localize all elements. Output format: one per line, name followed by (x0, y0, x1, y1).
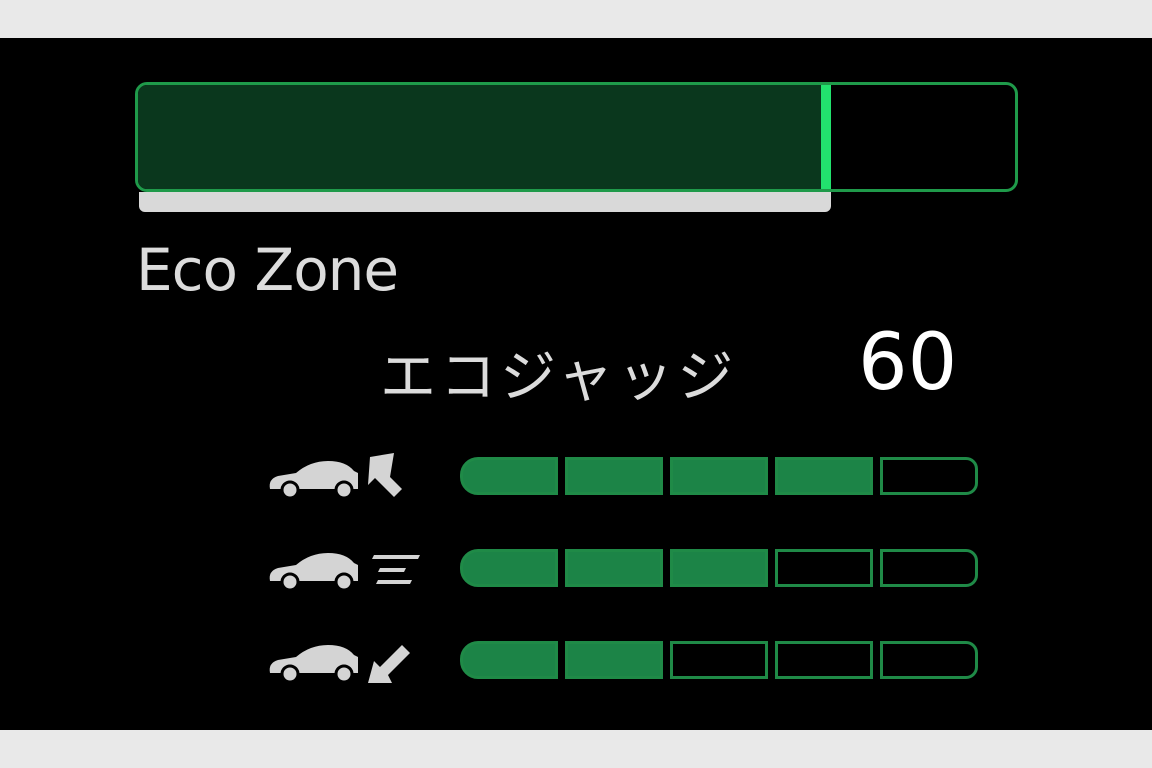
rating-segment-empty (880, 641, 978, 679)
rating-segments (460, 641, 978, 679)
eco-zone-bar-base (139, 192, 831, 212)
rating-segment-empty (880, 457, 978, 495)
eco-rating-row (262, 453, 982, 500)
rating-segments (460, 457, 978, 495)
rating-segments (460, 549, 978, 587)
car-start-acceleration-icon (269, 453, 402, 500)
eco-rating-row (262, 547, 982, 592)
rating-segment-filled (670, 549, 768, 587)
rating-segment-filled (460, 641, 558, 679)
rating-segment-filled (460, 549, 558, 587)
eco-judge-score: 60 (858, 318, 958, 408)
rating-segment-filled (565, 641, 663, 679)
rating-segment-filled (670, 457, 768, 495)
eco-judge-label: エコジャッジ (380, 345, 738, 410)
car-deceleration-icon (269, 645, 410, 684)
eco-rating-row (262, 639, 982, 684)
rating-segment-empty (670, 641, 768, 679)
rating-segment-filled (565, 457, 663, 495)
eco-zone-bar-fill (138, 85, 831, 189)
rating-segment-empty (880, 549, 978, 587)
rating-segment-filled (775, 457, 873, 495)
rating-segment-empty (775, 549, 873, 587)
rating-segment-filled (460, 457, 558, 495)
eco-zone-bar (135, 82, 1018, 192)
rating-segment-filled (565, 549, 663, 587)
car-cruising-icon (269, 553, 420, 592)
eco-zone-label: Eco Zone (136, 236, 399, 304)
rating-segment-empty (775, 641, 873, 679)
